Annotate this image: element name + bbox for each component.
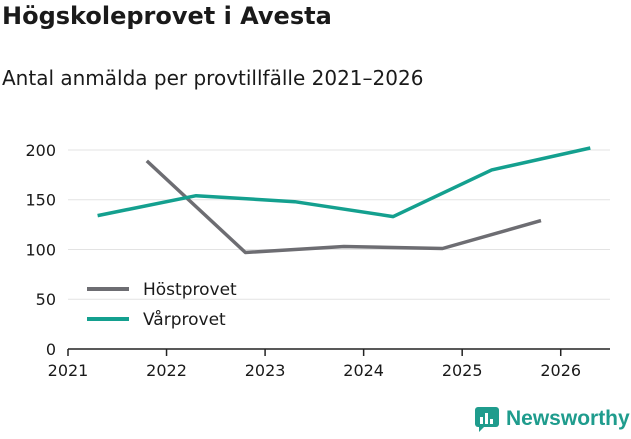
series-line-0 [145, 159, 542, 255]
x-tick-label: 2024 [343, 361, 384, 380]
brand-name: Newsworthy [506, 407, 630, 430]
newsworthy-logo-icon [475, 407, 499, 432]
chart-subtitle: Antal anmälda per provtillfälle 2021–202… [2, 66, 424, 90]
x-tick-label: 2021 [48, 361, 89, 380]
x-tick-label: 2026 [540, 361, 581, 380]
x-tick-label: 2025 [442, 361, 483, 380]
y-tick-label: 100 [25, 240, 56, 259]
chart-title: Högskoleprovet i Avesta [2, 2, 332, 30]
brand-logo: Newsworthy [474, 406, 630, 432]
y-tick-label: 0 [46, 340, 56, 359]
legend-label: Höstprovet [143, 280, 237, 300]
x-tick-label: 2022 [146, 361, 187, 380]
y-tick-label: 200 [25, 141, 56, 160]
x-tick-label: 2023 [245, 361, 286, 380]
legend-label: Vårprovet [143, 309, 226, 330]
y-tick-label: 50 [36, 290, 56, 309]
y-tick-label: 150 [25, 191, 56, 210]
series-line-1 [97, 146, 591, 219]
